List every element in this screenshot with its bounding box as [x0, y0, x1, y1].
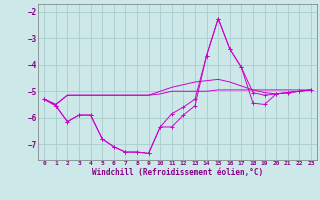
- X-axis label: Windchill (Refroidissement éolien,°C): Windchill (Refroidissement éolien,°C): [92, 168, 263, 177]
